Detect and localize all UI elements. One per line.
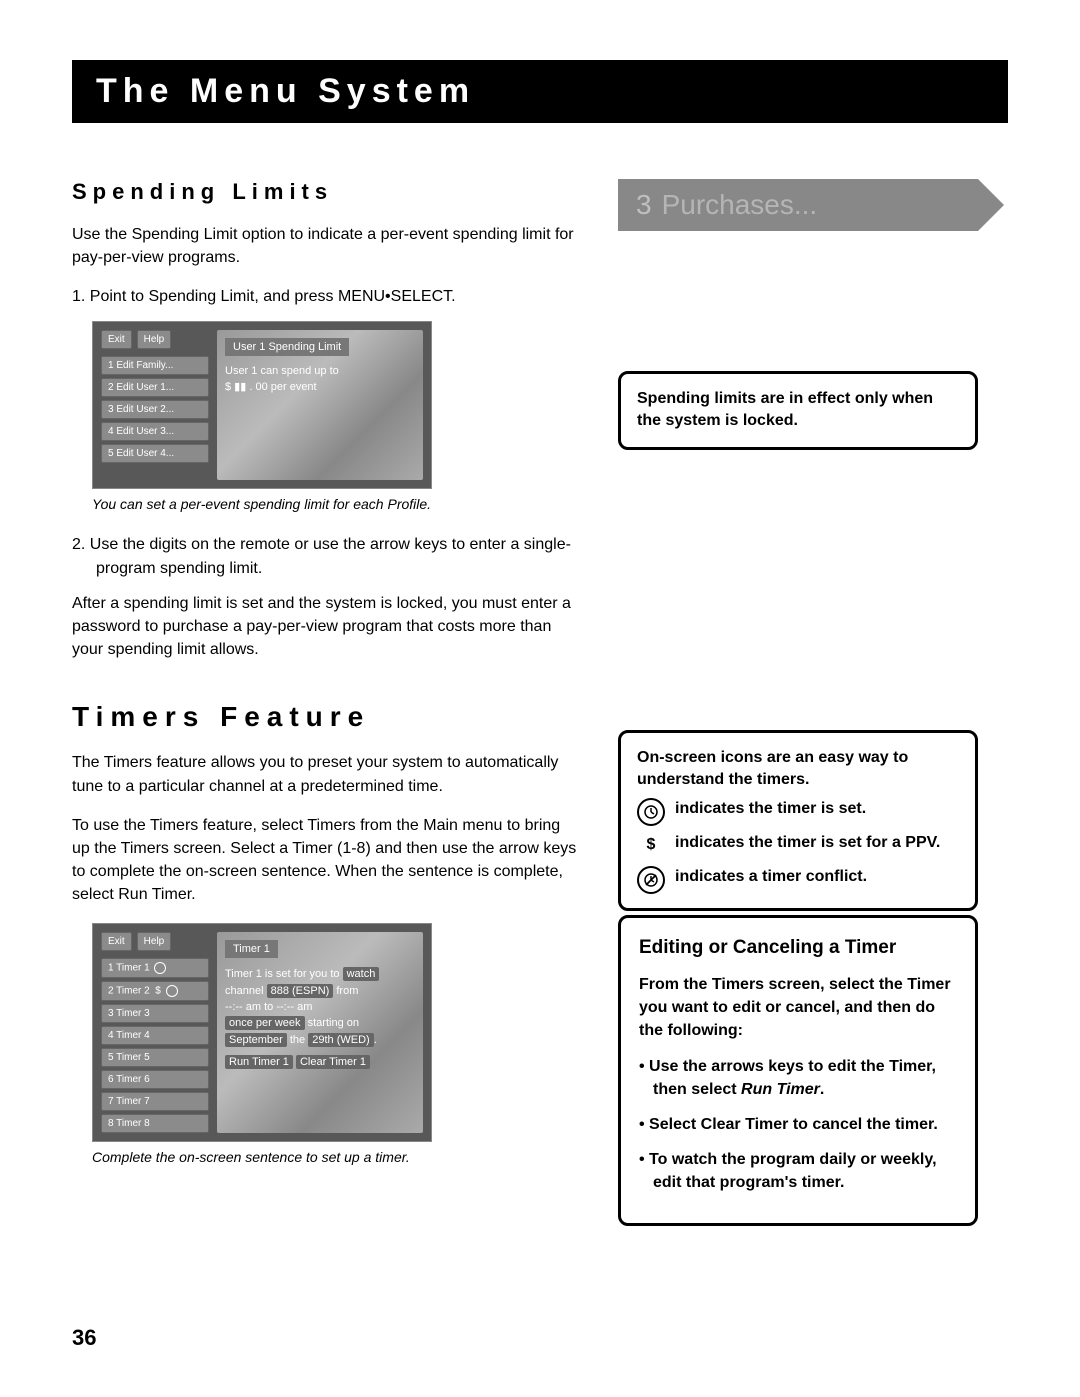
- dollar-icon: $: [637, 832, 665, 860]
- month-field: September: [225, 1033, 287, 1047]
- timer-8-item: 8 Timer 8: [101, 1114, 209, 1133]
- timer-1-label: 1 Timer 1: [108, 962, 150, 973]
- watch-field: watch: [343, 967, 380, 981]
- timer-actions: Run Timer 1 Clear Timer 1: [225, 1055, 415, 1069]
- timers-panel-title: Timer 1: [225, 940, 278, 958]
- dollar-icon-text: indicates the timer is set for a PPV.: [675, 832, 940, 854]
- icons-note-box: On-screen icons are an easy way to under…: [618, 730, 978, 911]
- spending-panel: User 1 Spending Limit User 1 can spend u…: [217, 330, 423, 480]
- spending-note-box: Spending limits are in effect only when …: [618, 371, 978, 450]
- clock-icon-text: indicates the timer is set.: [675, 798, 866, 820]
- timer-l2c: from: [336, 985, 358, 997]
- timers-caption: Complete the on-screen sentence to set u…: [72, 1148, 582, 1167]
- page-number: 36: [72, 1325, 96, 1351]
- timer-1-item: 1 Timer 1: [101, 958, 209, 978]
- purchases-label: Purchases...: [662, 189, 818, 221]
- spending-intro: Use the Spending Limit option to indicat…: [72, 223, 582, 269]
- spending-panel-line1: User 1 can spend up to: [225, 365, 415, 377]
- spending-panel-line2: $ ▮▮ . 00 per event: [225, 380, 415, 393]
- freq-field: once per week: [225, 1016, 305, 1030]
- clock-icon-row: indicates the timer is set.: [637, 798, 959, 826]
- right-column: 3 Purchases... Spending limits are in ef…: [618, 179, 978, 1226]
- content-columns: Spending Limits Use the Spending Limit o…: [72, 179, 1008, 1226]
- date-field: 29th (WED): [308, 1033, 373, 1047]
- timer-2-label: 2 Timer 2: [108, 985, 150, 996]
- edit-user1-item: 2 Edit User 1...: [101, 378, 209, 397]
- edit-timer-box: Editing or Canceling a Timer From the Ti…: [618, 915, 978, 1226]
- conflict-icon-text: indicates a timer conflict.: [675, 866, 867, 888]
- purchases-banner: 3 Purchases...: [618, 179, 978, 231]
- spending-menu-list: Exit Help 1 Edit Family... 2 Edit User 1…: [101, 330, 209, 480]
- timer-l2a: channel: [225, 985, 264, 997]
- timer-l4b: starting on: [308, 1017, 359, 1029]
- timer-5-item: 5 Timer 5: [101, 1048, 209, 1067]
- spending-heading: Spending Limits: [72, 179, 582, 205]
- spending-note-text: Spending limits are in effect only when …: [637, 390, 933, 429]
- timer-6-item: 6 Timer 6: [101, 1070, 209, 1089]
- edit-heading: Editing or Canceling a Timer: [639, 934, 957, 962]
- edit-bullet-2: • Select Clear Timer to cancel the timer…: [639, 1113, 957, 1136]
- help-button-2: Help: [137, 932, 172, 951]
- edit-bullet-list: • Use the arrows keys to edit the Timer,…: [639, 1055, 957, 1195]
- edit-bullet-1: • Use the arrows keys to edit the Timer,…: [639, 1055, 957, 1101]
- timers-p2: To use the Timers feature, select Timers…: [72, 814, 582, 907]
- left-column: Spending Limits Use the Spending Limit o…: [72, 179, 582, 1226]
- edit-b3: To watch the program daily or weekly, ed…: [649, 1151, 936, 1191]
- spending-panel-title: User 1 Spending Limit: [225, 338, 349, 356]
- timer-l1a: Timer 1 is set for you to: [225, 968, 340, 980]
- edit-user3-item: 4 Edit User 3...: [101, 422, 209, 441]
- edit-family-item: 1 Edit Family...: [101, 356, 209, 375]
- edit-b2: Select Clear Timer to cancel the timer.: [649, 1116, 938, 1133]
- timer-line-4: once per week starting on: [225, 1016, 415, 1030]
- timers-heading: Timers Feature: [72, 701, 582, 733]
- spending-caption: You can set a per-event spending limit f…: [72, 495, 582, 514]
- dollar-icon-row: $ indicates the timer is set for a PPV.: [637, 832, 959, 860]
- timers-screenshot: Exit Help 1 Timer 1 2 Timer 2 $ 3 Timer …: [92, 923, 432, 1142]
- timer-4-item: 4 Timer 4: [101, 1026, 209, 1045]
- edit-lead: From the Timers screen, select the Timer…: [639, 973, 957, 1043]
- spending-step-2: 2. Use the digits on the remote or use t…: [72, 533, 582, 579]
- timer-line-3: --:-- am to --:-- am: [225, 1001, 415, 1013]
- exit-button-2: Exit: [101, 932, 132, 951]
- channel-field: 888 (ESPN): [267, 984, 334, 998]
- timers-p1: The Timers feature allows you to preset …: [72, 751, 582, 797]
- exit-button: Exit: [101, 330, 132, 349]
- timer-7-item: 7 Timer 7: [101, 1092, 209, 1111]
- edit-user4-item: 5 Edit User 4...: [101, 444, 209, 463]
- clock-icon: [637, 798, 665, 826]
- edit-b1b: Run Timer: [741, 1081, 820, 1098]
- icons-intro: On-screen icons are an easy way to under…: [637, 747, 959, 792]
- spending-after: After a spending limit is set and the sy…: [72, 592, 582, 662]
- timer-line-5: September the 29th (WED).: [225, 1033, 415, 1047]
- edit-b1c: .: [820, 1081, 824, 1098]
- clock-icon: [154, 962, 166, 974]
- timer-line-2: channel 888 (ESPN) from: [225, 984, 415, 998]
- timers-menu-list: Exit Help 1 Timer 1 2 Timer 2 $ 3 Timer …: [101, 932, 209, 1133]
- timer-l5b: the: [290, 1034, 305, 1046]
- spacer: [618, 490, 978, 730]
- timers-panel: Timer 1 Timer 1 is set for you to watch …: [217, 932, 423, 1133]
- edit-user2-item: 3 Edit User 2...: [101, 400, 209, 419]
- timer-2-item: 2 Timer 2 $: [101, 981, 209, 1001]
- timer-3-item: 3 Timer 3: [101, 1004, 209, 1023]
- edit-bullet-3: • To watch the program daily or weekly, …: [639, 1148, 957, 1194]
- spending-step-1: 1. Point to Spending Limit, and press ME…: [72, 285, 582, 308]
- conflict-icon: [637, 866, 665, 894]
- timer-line-1: Timer 1 is set for you to watch: [225, 967, 415, 981]
- help-button: Help: [137, 330, 172, 349]
- purchases-num: 3: [636, 189, 652, 221]
- conflict-icon-row: indicates a timer conflict.: [637, 866, 959, 894]
- clear-timer-button: Clear Timer 1: [296, 1055, 370, 1069]
- run-timer-button: Run Timer 1: [225, 1055, 293, 1069]
- page-title-bar: The Menu System: [72, 60, 1008, 123]
- clock-icon: [166, 985, 178, 997]
- spending-screenshot: Exit Help 1 Edit Family... 2 Edit User 1…: [92, 321, 432, 489]
